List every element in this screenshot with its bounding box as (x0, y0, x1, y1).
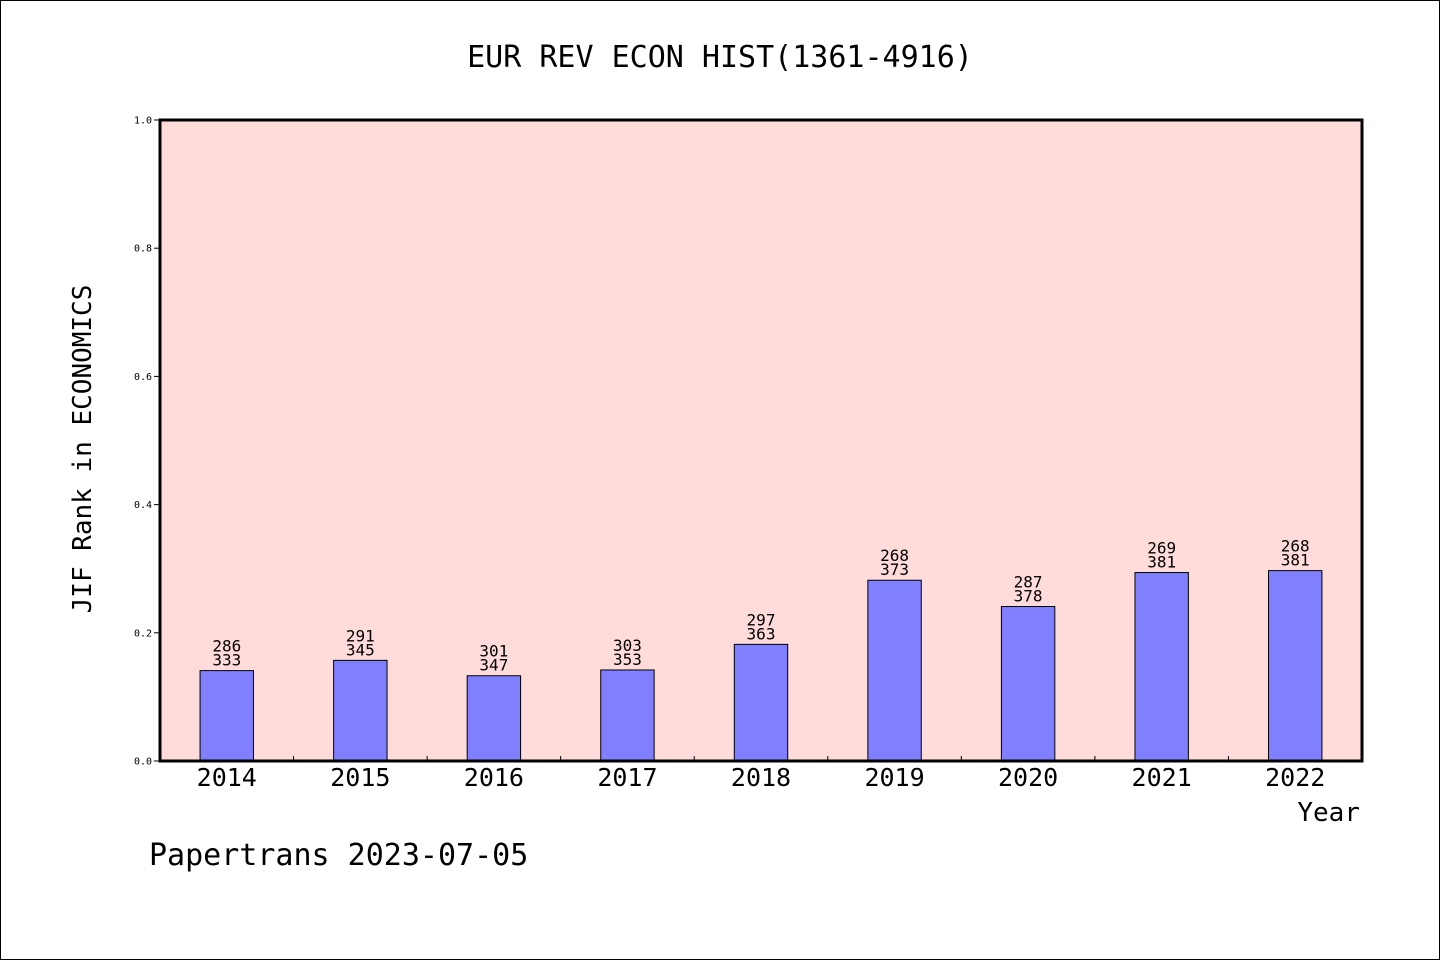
bar-rank-label: 269 (1147, 539, 1176, 558)
y-tick-label: 0.0 (134, 757, 152, 768)
bar-total-label: 381 (1147, 553, 1176, 572)
x-tick-label: 2016 (464, 763, 524, 792)
bar-2020 (1000, 606, 1056, 762)
y-tick-label: 0.2 (134, 628, 152, 639)
bar-total-label: 347 (479, 656, 508, 675)
bar-rank-label: 303 (613, 636, 642, 655)
x-axis-ticks: 2014 2015 2016 2017 2018 2019 2020 2021 2022 (197, 756, 1325, 792)
bar-2014 (199, 670, 254, 762)
y-tick-label: 0.6 (134, 372, 152, 383)
bar-total-label: 363 (747, 624, 776, 643)
bar-total-label: 373 (880, 560, 909, 579)
bar-total-label: 381 (1281, 551, 1310, 570)
x-tick-label: 2015 (330, 763, 390, 792)
bar-2017 (600, 669, 655, 762)
chart-title: EUR REV ECON HIST(1361-4916) (467, 40, 973, 75)
bar-total-label: 345 (346, 640, 375, 659)
bar-rank-label: 268 (1281, 537, 1310, 556)
y-tick-label: 0.4 (134, 500, 152, 511)
x-tick-label: 2017 (597, 763, 657, 792)
bar-2018 (733, 643, 789, 762)
bar-rank-label: 287 (1014, 573, 1043, 592)
x-axis-label: Year (1297, 798, 1360, 828)
x-tick-label: 2018 (731, 763, 791, 792)
x-tick-label: 2019 (864, 763, 924, 792)
bar-rank-label: 291 (346, 626, 375, 645)
y-axis-ticks: 0.0 0.2 0.4 0.6 0.8 1.0 (134, 116, 160, 768)
bar-rank-label: 297 (747, 610, 776, 629)
bar-total-label: 333 (212, 651, 241, 670)
y-axis-label: JIF Rank in ECONOMICS (68, 285, 98, 614)
bar-rank-label: 286 (212, 637, 241, 656)
y-tick-label: 0.8 (134, 244, 152, 255)
bar-rank-label: 301 (479, 642, 508, 661)
bar-2019 (867, 579, 922, 762)
footer-text: Papertrans 2023-07-05 (149, 838, 528, 873)
x-tick-label: 2022 (1265, 763, 1325, 792)
bar-total-label: 378 (1014, 587, 1043, 606)
x-tick-label: 2020 (998, 763, 1058, 792)
bar-rank-label: 268 (880, 546, 909, 565)
x-tick-label: 2014 (197, 763, 257, 792)
bar-total-label: 353 (613, 650, 642, 669)
bar-2021 (1134, 572, 1189, 762)
bar-2015 (333, 659, 388, 762)
bar-2016 (466, 675, 522, 762)
bars-group (199, 570, 1323, 762)
bar-2022 (1268, 570, 1323, 762)
y-tick-label: 1.0 (134, 116, 152, 127)
x-tick-label: 2021 (1132, 763, 1192, 792)
plot-border (158, 118, 1364, 763)
